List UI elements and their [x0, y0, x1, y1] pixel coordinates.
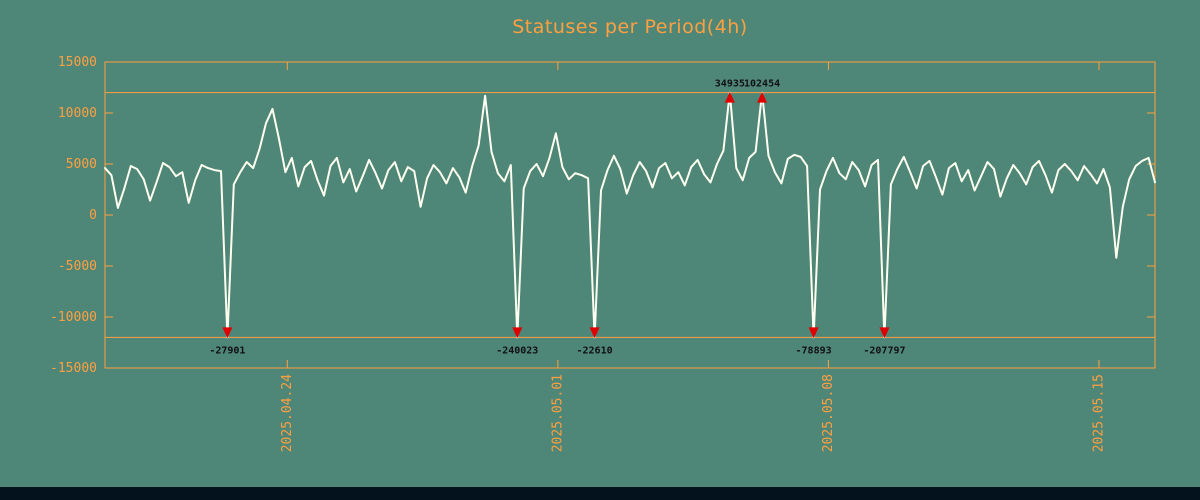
- annotation-label: -27901: [209, 345, 245, 356]
- down-arrow-marker: [879, 327, 890, 339]
- annotation-label: -78893: [796, 345, 832, 356]
- annotation-label: -240023: [496, 345, 538, 356]
- series-line: [104, 91, 1156, 339]
- x-axis-tick-label: 2025.05.01: [550, 374, 565, 452]
- plot-border: [104, 61, 1156, 369]
- annotation-label: -207797: [863, 345, 905, 356]
- y-axis-tick-label: -15000: [50, 361, 97, 376]
- up-arrow-marker: [724, 91, 735, 103]
- up-arrow-marker: [757, 91, 768, 103]
- y-axis-tick-label: 10000: [58, 106, 97, 121]
- y-axis-tick-label: 15000: [58, 55, 97, 70]
- annotation-label: 102454: [744, 79, 780, 90]
- y-axis-tick-label: -5000: [58, 259, 97, 274]
- down-arrow-marker: [222, 327, 233, 339]
- y-axis-tick-label: -10000: [50, 310, 97, 325]
- down-arrow-marker: [512, 327, 523, 339]
- x-axis-tick-label: 2025.04.24: [280, 374, 295, 452]
- footer-bar: [0, 487, 1200, 500]
- down-arrow-marker: [808, 327, 819, 339]
- annotation-label: 34935: [715, 79, 745, 90]
- annotation-label: -22610: [577, 345, 613, 356]
- y-axis-tick-label: 0: [89, 208, 97, 223]
- down-arrow-marker: [589, 327, 600, 339]
- x-axis-tick-label: 2025.05.08: [821, 374, 836, 452]
- chart-title: Statuses per Period(4h): [512, 16, 748, 38]
- x-axis-tick-label: 2025.05.15: [1091, 374, 1106, 452]
- y-axis-tick-label: 5000: [66, 157, 97, 172]
